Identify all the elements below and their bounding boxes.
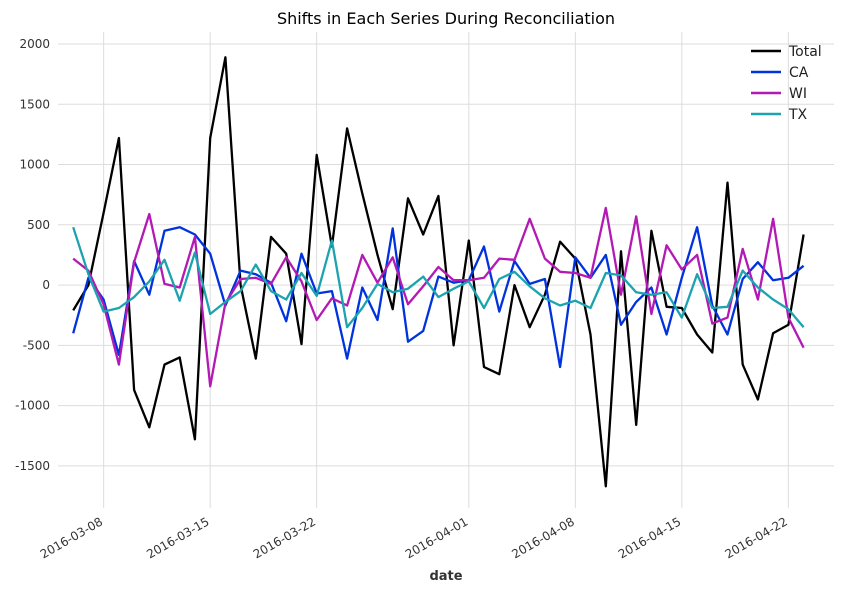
legend: Total CA WI TX xyxy=(751,44,822,123)
x-tick-label: 2016-03-15 xyxy=(144,514,211,561)
y-tick-label: 1500 xyxy=(19,97,50,111)
legend-label: TX xyxy=(788,107,808,123)
y-tick-label: 2000 xyxy=(19,37,50,51)
y-tick-label: 0 xyxy=(42,278,50,292)
legend-label: WI xyxy=(789,86,807,102)
y-axis-ticks: -1500 -1000 -500 0 500 1000 1500 2000 xyxy=(15,37,50,473)
series-line-wi xyxy=(72,206,805,388)
x-tick-label: 2016-04-22 xyxy=(722,514,789,561)
x-tick-label: 2016-04-01 xyxy=(403,514,470,561)
x-axis-title: date xyxy=(429,569,462,584)
legend-label: Total xyxy=(788,44,822,60)
chart-title: Shifts in Each Series During Reconciliat… xyxy=(277,9,615,28)
y-tick-label: 1000 xyxy=(19,158,50,172)
x-tick-label: 2016-04-15 xyxy=(616,514,683,561)
x-tick-label: 2016-03-08 xyxy=(38,514,105,561)
y-tick-label: -1500 xyxy=(15,459,50,473)
y-tick-label: -500 xyxy=(23,338,50,352)
series-line-tx xyxy=(72,226,805,329)
y-tick-label: 500 xyxy=(27,218,50,232)
series-line-ca xyxy=(72,226,805,369)
x-axis-ticks: 2016-03-08 2016-03-15 2016-03-22 2016-04-01… xyxy=(38,514,790,561)
series-lines xyxy=(72,56,805,488)
legend-label: CA xyxy=(789,65,809,81)
series-line-total xyxy=(72,56,805,488)
y-tick-label: -1000 xyxy=(15,399,50,413)
x-tick-label: 2016-03-22 xyxy=(251,514,318,561)
x-tick-label: 2016-04-08 xyxy=(509,514,576,561)
